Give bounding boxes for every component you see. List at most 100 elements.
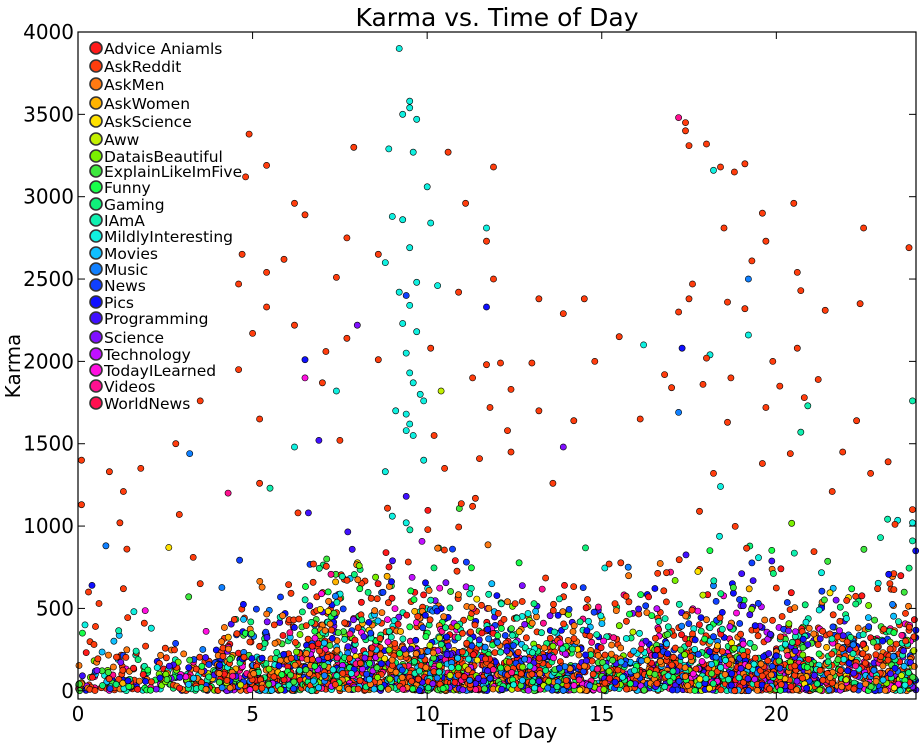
scatter-point: [384, 504, 391, 512]
scatter-point: [861, 659, 869, 667]
scatter-point: [311, 627, 319, 635]
scatter-point: [454, 634, 462, 641]
scatter-point: [407, 587, 415, 595]
scatter-point: [799, 674, 806, 682]
scatter-point: [350, 616, 357, 624]
scatter-point: [295, 615, 303, 623]
scatter-point: [821, 596, 828, 604]
scatter-point: [301, 356, 309, 364]
scatter-point: [636, 629, 643, 637]
scatter-point: [890, 586, 898, 593]
scatter-point: [434, 282, 441, 289]
scatter-point: [102, 542, 110, 550]
scatter-point: [388, 213, 396, 220]
scatter-point: [263, 618, 271, 626]
scatter-point: [176, 684, 183, 692]
scatter-point: [710, 469, 717, 477]
scatter-point: [802, 618, 810, 626]
scatter-point: [751, 622, 759, 630]
scatter-point: [311, 634, 319, 642]
scatter-point: [493, 638, 501, 646]
scatter-point: [559, 310, 567, 317]
scatter-point: [196, 580, 204, 588]
scatter-point: [356, 659, 364, 667]
scatter-point: [865, 614, 872, 621]
scatter-point: [617, 644, 625, 652]
scatter-point: [395, 45, 403, 52]
scatter-point: [787, 683, 795, 690]
scatter-point: [663, 569, 670, 577]
scatter-point: [505, 658, 513, 666]
scatter-point: [521, 655, 528, 663]
scatter-point: [777, 686, 784, 694]
scatter-point: [471, 494, 479, 502]
scatter-point: [301, 374, 309, 382]
scatter-point: [699, 380, 707, 388]
scatter-point: [426, 642, 434, 649]
scatter-point: [363, 670, 370, 678]
scatter-point: [546, 612, 554, 620]
legend-label: Music: [104, 261, 148, 279]
scatter-point: [656, 560, 664, 567]
legend-marker: [89, 164, 103, 178]
scatter-point: [484, 626, 492, 633]
scatter-point: [481, 643, 489, 651]
scatter-point: [793, 268, 801, 276]
scatter-point: [331, 592, 339, 600]
scatter-point: [879, 662, 887, 670]
scatter-point: [485, 635, 492, 643]
scatter-point: [529, 678, 536, 686]
scatter-point: [332, 387, 340, 395]
scatter-point: [290, 678, 298, 686]
scatter-point: [793, 677, 801, 685]
scatter-point: [333, 672, 341, 680]
scatter-point: [614, 666, 622, 674]
scatter-point: [287, 654, 295, 662]
scatter-point: [717, 163, 724, 171]
scatter-point: [230, 616, 238, 623]
scatter-point: [422, 664, 430, 671]
scatter-point: [843, 638, 851, 646]
scatter-point: [657, 658, 664, 665]
scatter-point: [675, 600, 683, 608]
scatter-point: [291, 443, 298, 451]
scatter-point: [610, 634, 617, 642]
scatter-point: [467, 628, 474, 636]
scatter-point: [839, 448, 847, 456]
scatter-point: [507, 385, 515, 393]
scatter-point: [486, 404, 494, 411]
scatter-point: [224, 633, 232, 641]
scatter-point: [189, 554, 197, 561]
scatter-point: [698, 658, 706, 665]
scatter-point: [751, 654, 759, 662]
scatter-point: [308, 656, 316, 664]
scatter-point: [745, 585, 753, 593]
legend-marker: [89, 262, 103, 276]
scatter-point: [142, 642, 149, 650]
scatter-point: [341, 635, 348, 643]
scatter-point: [769, 616, 776, 624]
scatter-point: [562, 677, 570, 684]
x-tick-label: 10: [414, 702, 439, 726]
scatter-point: [354, 685, 362, 693]
scatter-point: [819, 676, 827, 684]
scatter-point: [258, 684, 266, 692]
scatter-point: [642, 602, 650, 610]
scatter-point: [384, 638, 392, 646]
scatter-point: [815, 606, 823, 614]
scatter-point: [778, 613, 786, 620]
scatter-point: [462, 199, 469, 207]
scatter-point: [388, 512, 396, 520]
scatter-point: [271, 639, 279, 647]
scatter-point: [287, 671, 294, 679]
scatter-point: [612, 607, 620, 614]
scatter-point: [227, 620, 235, 628]
legend-label: AskMen: [104, 76, 164, 94]
legend-marker: [89, 229, 103, 243]
scatter-point: [392, 668, 400, 676]
scatter-point: [425, 587, 433, 594]
scatter-point: [870, 666, 878, 674]
scatter-point: [540, 619, 547, 627]
scatter-point: [418, 538, 426, 545]
scatter-point: [273, 649, 281, 656]
